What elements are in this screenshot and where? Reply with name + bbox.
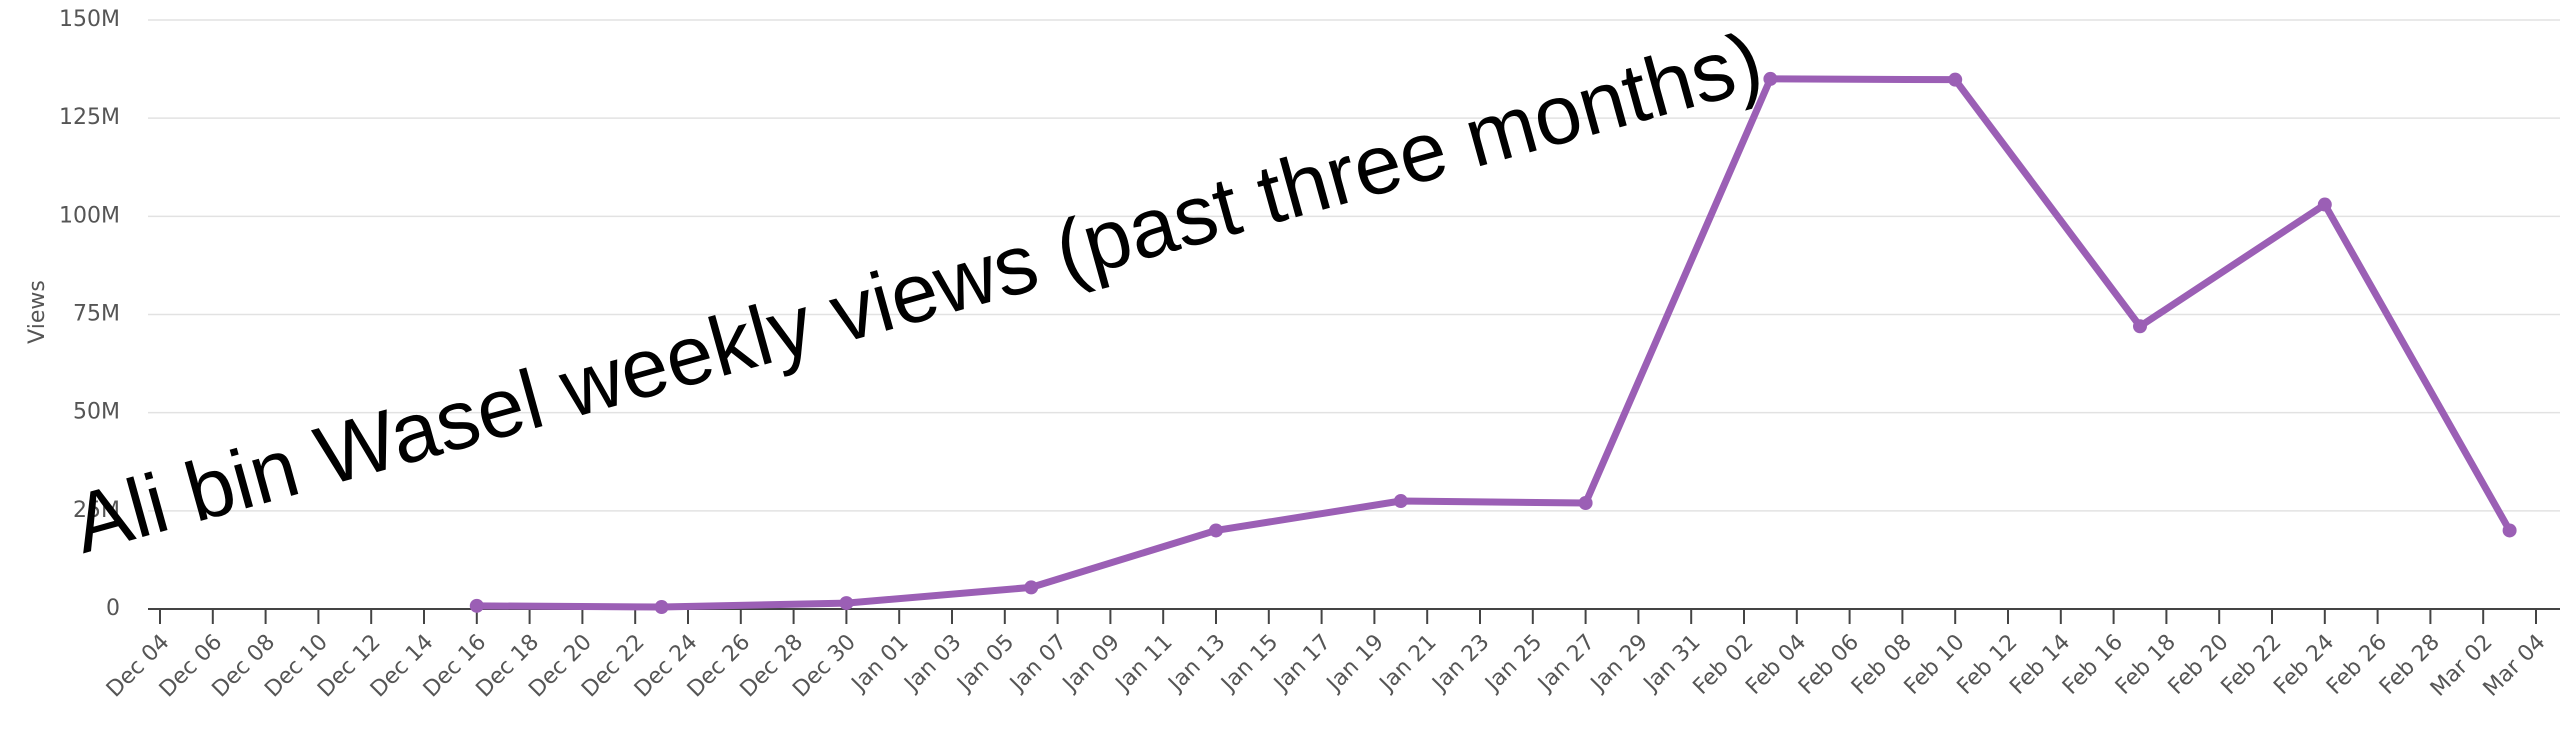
- x-tick-label: Jan 27: [1532, 630, 1600, 698]
- y-tick-label: 0: [106, 596, 120, 621]
- x-tick-label: Jan 25: [1479, 630, 1547, 698]
- y-tick-label: 25M: [73, 498, 120, 523]
- point: [1948, 72, 1963, 87]
- plot: [469, 71, 2517, 615]
- x-tick-label: Jan 13: [1163, 630, 1231, 698]
- x-tick-label: Jan 03: [899, 630, 967, 698]
- x-tick-label: Jan 09: [1057, 630, 1125, 698]
- point: [2317, 197, 2332, 212]
- x-tick-label: Jan 07: [1004, 630, 1072, 698]
- point: [839, 596, 854, 611]
- point: [1024, 580, 1039, 595]
- x-tick-label: Jan 29: [1585, 630, 1653, 698]
- y-tick-label: 125M: [59, 105, 120, 130]
- point: [1578, 495, 1593, 510]
- point: [469, 598, 484, 613]
- point: [1209, 523, 1223, 538]
- x-tick-label: Jan 15: [1215, 630, 1283, 698]
- y-tick-label: 150M: [59, 7, 120, 32]
- x-tick-label: Jan 23: [1427, 630, 1495, 698]
- y-tick-label: 75M: [73, 302, 120, 327]
- x-tick-label: Jan 11: [1110, 630, 1178, 698]
- point: [1763, 71, 1778, 86]
- x-tick-label: Jan 21: [1374, 630, 1442, 698]
- y-tick-label: 100M: [59, 203, 120, 228]
- x-tick-label: Jan 01: [846, 630, 914, 698]
- point: [2502, 523, 2517, 538]
- x-tick-label: Jan 17: [1268, 630, 1336, 698]
- y-tick-label: 50M: [73, 400, 120, 425]
- chart-title: Ali bin Wasel weekly views (past three m…: [63, 13, 1772, 571]
- x-tick-label: Jan 05: [951, 630, 1019, 698]
- point: [1393, 494, 1408, 509]
- point: [654, 600, 669, 615]
- x-tick-label: Jan 19: [1321, 630, 1389, 698]
- line: [476, 75, 2513, 611]
- point: [2133, 319, 2147, 334]
- y-axis-label: Views: [25, 280, 50, 344]
